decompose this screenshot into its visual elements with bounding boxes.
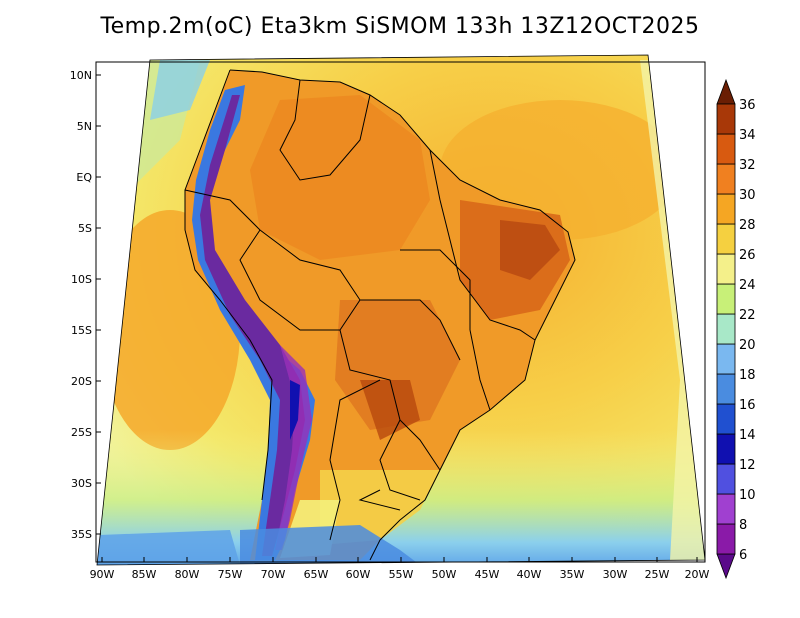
colorbar-label: 24 <box>739 278 756 293</box>
lon-label-30w: 30W <box>603 568 628 581</box>
colorbar-swatch <box>716 523 736 555</box>
colorbar-label: 16 <box>739 398 756 413</box>
lat-label-30s: 30S <box>71 477 92 490</box>
colorbar-label: 28 <box>739 218 756 233</box>
lon-label-80w: 80W <box>175 568 200 581</box>
map-title: Temp.2m(oC) Eta3km SiSMOM 133h 13Z12OCT2… <box>100 14 700 39</box>
lon-label-90w: 90W <box>90 568 115 581</box>
colorbar: 6 8 10 12 14 16 18 20 22 24 26 28 30 32 34 36 <box>716 78 756 580</box>
lon-label-65w: 65W <box>304 568 329 581</box>
lat-label-25s: 25S <box>71 426 92 439</box>
lon-label-20w: 20W <box>685 568 710 581</box>
lon-label-50w: 50W <box>432 568 457 581</box>
lon-label-60w: 60W <box>346 568 371 581</box>
colorbar-label: 34 <box>739 128 756 143</box>
lat-label-5n: 5N <box>77 120 92 133</box>
colorbar-swatch <box>716 373 736 405</box>
colorbar-label: 30 <box>739 188 756 203</box>
lon-label-40w: 40W <box>517 568 542 581</box>
colorbar-label: 20 <box>739 338 756 353</box>
colorbar-swatch <box>716 193 736 225</box>
temperature-field <box>97 55 705 565</box>
colorbar-label: 36 <box>739 98 756 113</box>
colorbar-label: 18 <box>739 368 756 383</box>
lon-label-35w: 35W <box>560 568 585 581</box>
colorbar-swatch <box>716 283 736 315</box>
colorbar-label: 32 <box>739 158 756 173</box>
colorbar-label: 12 <box>739 458 756 473</box>
country-borders <box>184 69 576 561</box>
colorbar-swatch <box>716 253 736 285</box>
colorbar-top-triangle <box>716 78 736 105</box>
lat-label-10n: 10N <box>70 69 92 82</box>
colorbar-swatch <box>716 133 736 165</box>
lon-label-70w: 70W <box>261 568 286 581</box>
colorbar-swatch <box>716 163 736 195</box>
colorbar-swatch <box>716 433 736 465</box>
colorbar-swatch <box>716 103 736 135</box>
colorbar-label: 8 <box>739 518 747 533</box>
longitude-axis: 90W 85W 80W 75W 70W 65W 60W 55W 50W 45W … <box>90 557 710 581</box>
colorbar-label: 26 <box>739 248 756 263</box>
colorbar-label: 14 <box>739 428 756 443</box>
colorbar-label: 6 <box>739 548 747 563</box>
lat-label-eq: EQ <box>76 171 92 184</box>
latitude-axis: 10N 5N EQ 5S 10S 15S 20S 25S 30S 35S <box>70 69 101 541</box>
colorbar-swatch <box>716 313 736 345</box>
colorbar-swatch <box>716 463 736 495</box>
lon-label-75w: 75W <box>218 568 243 581</box>
lon-label-55w: 55W <box>389 568 414 581</box>
colorbar-swatch <box>716 403 736 435</box>
lat-label-15s: 15S <box>71 324 92 337</box>
lon-label-45w: 45W <box>475 568 500 581</box>
lat-label-5s: 5S <box>78 222 92 235</box>
colorbar-swatch <box>716 343 736 375</box>
lon-label-25w: 25W <box>645 568 670 581</box>
colorbar-label: 10 <box>739 488 756 503</box>
colorbar-swatch <box>716 223 736 255</box>
colorbar-label: 22 <box>739 308 756 323</box>
lat-label-20s: 20S <box>71 375 92 388</box>
lat-label-35s: 35S <box>71 528 92 541</box>
colorbar-bottom-triangle <box>716 553 736 580</box>
lon-label-85w: 85W <box>132 568 157 581</box>
colorbar-swatch <box>716 493 736 525</box>
lat-label-10s: 10S <box>71 273 92 286</box>
